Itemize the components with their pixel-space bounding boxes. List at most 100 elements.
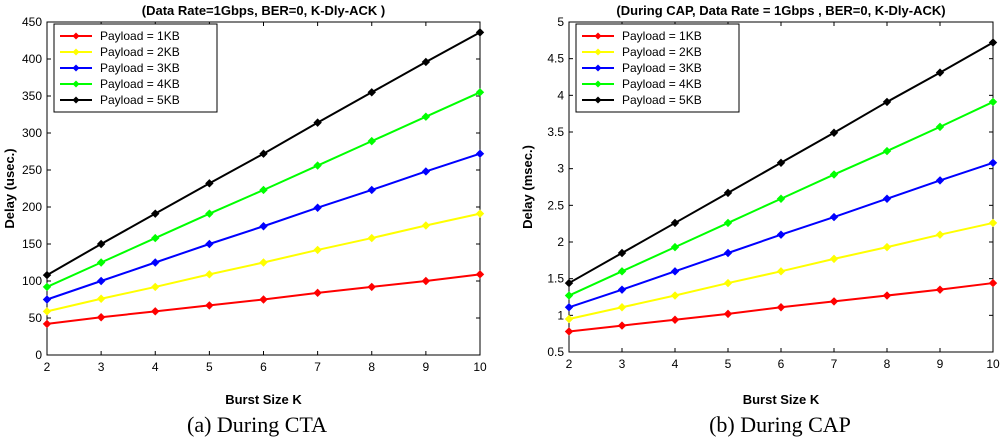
legend: Payload = 1KB Payload = 2KB Payload = 3KB P…: [53, 23, 218, 113]
legend-label: Payload = 2KB: [622, 45, 702, 59]
x-axis-label: Burst Size K: [225, 392, 302, 407]
x-tick-label: 3: [98, 360, 105, 374]
data-point-marker: [96, 276, 106, 286]
data-point-marker: [776, 230, 786, 239]
data-point-marker: [421, 112, 431, 121]
data-point-marker: [475, 270, 485, 279]
data-point-marker: [829, 170, 839, 179]
legend-label: Payload = 2KB: [100, 45, 180, 59]
figure-caption: (b) During CAP: [709, 412, 851, 437]
data-point-marker: [151, 209, 160, 218]
data-point-marker: [935, 122, 945, 132]
data-point-marker: [617, 267, 627, 276]
data-point-marker: [259, 185, 268, 195]
legend-swatch-marker: [594, 32, 602, 40]
data-point-marker: [42, 295, 52, 304]
legend-swatch-marker: [594, 48, 602, 56]
data-point-marker: [96, 258, 106, 267]
y-axis-label: Delay (msec.): [520, 145, 535, 229]
y-tick-label: 3.5: [547, 125, 564, 139]
y-tick-label: 3: [557, 162, 564, 176]
x-tick-label: 7: [831, 357, 838, 371]
data-point-marker: [367, 88, 376, 97]
data-point-marker: [723, 248, 733, 258]
data-point-marker: [564, 327, 574, 336]
chart-2: 2 3 4 5 6 7 8 9 10 0.5 1 1.5 2 2.5 3 3.5 4 4.5 5 Payload = …: [520, 3, 1000, 437]
y-tick-label: 5: [557, 15, 564, 29]
x-axis-label: Burst Size K: [743, 392, 820, 407]
data-point-marker: [935, 68, 945, 77]
legend-swatch-marker: [594, 80, 602, 88]
data-point-marker: [776, 158, 786, 168]
data-point-marker: [421, 276, 431, 286]
chart-title: (During CAP, Data Rate = 1Gbps , BER=0, …: [616, 3, 945, 18]
x-tick-label: 7: [314, 360, 321, 374]
x-tick-label: 9: [423, 360, 430, 374]
legend-swatch-marker: [72, 64, 80, 72]
y-tick-label: 1: [557, 308, 564, 322]
data-point-marker: [151, 282, 160, 292]
legend-swatch-marker: [72, 80, 80, 88]
data-point-marker: [367, 233, 376, 243]
chart-1: 2 3 4 5 6 7 8 9 10050100150200250300350400450Pay…: [2, 3, 487, 437]
data-point-marker: [421, 167, 431, 176]
data-point-marker: [988, 97, 998, 107]
legend-swatch-marker: [72, 48, 80, 56]
x-tick-label: 4: [672, 357, 679, 371]
data-point-marker: [988, 218, 998, 228]
data-point-marker: [475, 209, 485, 218]
data-point-marker: [475, 28, 485, 37]
data-point-marker: [313, 118, 322, 127]
data-point-marker: [829, 212, 839, 222]
legend: Payload = 1KB Payload = 2KB Payload = 3KB P…: [575, 23, 740, 113]
y-tick-label: 4: [557, 88, 564, 102]
legend-label: Payload = 5KB: [622, 93, 702, 107]
data-point-marker: [882, 146, 892, 156]
data-point-marker: [988, 158, 998, 168]
data-point-marker: [670, 315, 680, 324]
data-point-marker: [829, 128, 839, 137]
x-tick-label: 8: [884, 357, 891, 371]
data-point-marker: [935, 176, 945, 185]
x-tick-label: 5: [206, 360, 213, 374]
y-tick-label: 250: [22, 163, 42, 177]
data-point-marker: [564, 314, 574, 324]
x-tick-label: 8: [368, 360, 375, 374]
legend-swatch-marker: [594, 96, 602, 104]
legend-swatch-marker: [72, 32, 80, 40]
chart-title: (Data Rate=1Gbps, BER=0, K-Dly-ACK ): [142, 3, 385, 18]
data-point-marker: [259, 222, 268, 231]
data-point-marker: [259, 258, 268, 267]
data-point-marker: [723, 278, 733, 288]
data-point-marker: [313, 245, 322, 255]
data-point-marker: [205, 270, 214, 279]
data-point-marker: [475, 88, 485, 97]
x-tick-label: 10: [473, 360, 487, 374]
data-point-marker: [205, 209, 214, 218]
data-point-marker: [151, 307, 160, 316]
legend-label: Payload = 3KB: [100, 61, 180, 75]
data-point-marker: [988, 278, 998, 288]
data-point-marker: [205, 239, 214, 249]
data-point-marker: [829, 254, 839, 264]
data-point-marker: [670, 218, 680, 228]
data-point-marker: [313, 288, 322, 298]
x-tick-label: 3: [619, 357, 626, 371]
data-point-marker: [882, 291, 892, 300]
data-point-marker: [882, 242, 892, 252]
y-tick-label: 400: [22, 52, 42, 66]
legend-label: Payload = 5KB: [100, 93, 180, 107]
data-point-marker: [882, 194, 892, 203]
data-point-marker: [42, 282, 52, 292]
data-point-marker: [96, 239, 106, 249]
y-tick-label: 1.5: [547, 272, 564, 286]
legend-swatch-marker: [594, 64, 602, 72]
data-point-marker: [617, 321, 627, 330]
legend-label: Payload = 4KB: [622, 77, 702, 91]
legend-label: Payload = 1KB: [622, 29, 702, 43]
data-point-marker: [96, 313, 106, 322]
data-point-marker: [564, 291, 574, 300]
legend-swatch-marker: [72, 96, 80, 104]
legend-label: Payload = 4KB: [100, 77, 180, 91]
